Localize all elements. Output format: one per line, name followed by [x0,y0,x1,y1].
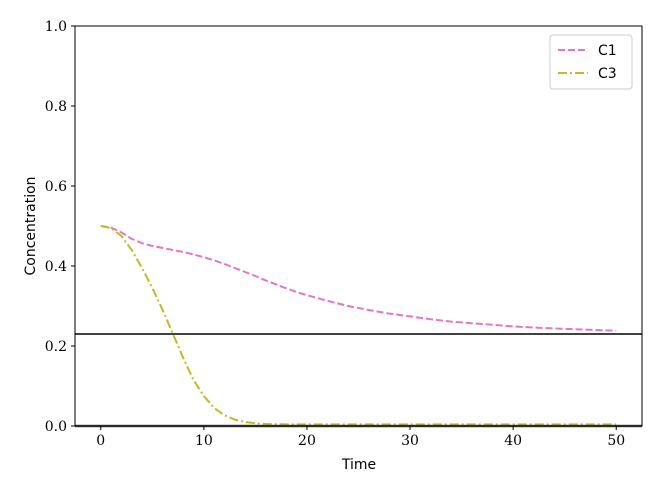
legend-label-c3: C3 [598,66,617,82]
y-tick-label: 0.8 [45,99,67,115]
axes-border [74,25,643,427]
y-tick-label: 1.0 [45,19,67,35]
axes-frame [74,25,643,427]
reference-lines [75,333,642,428]
y-tick-label: 0.0 [45,419,67,435]
y-axis-label: Concentration [23,176,39,275]
x-tick-label: 0 [96,433,105,449]
x-tick-label: 20 [298,433,316,449]
x-tick-label: 10 [195,433,213,449]
series-layer [100,225,617,426]
series-line-c3 [100,225,617,426]
x-axis-label: Time [341,457,376,473]
y-tick-label: 0.2 [45,339,67,355]
x-tick-label: 30 [401,433,419,449]
x-tick-label: 40 [504,433,522,449]
legend-box [549,34,633,90]
y-axis: 0.0 0.2 0.4 0.6 0.8 1.0 [45,19,75,435]
x-tick-label: 50 [607,433,625,449]
series-line-c1 [100,225,617,332]
legend-label-c1: C1 [598,43,617,59]
x-axis: 0 10 20 30 40 50 [96,426,625,449]
y-tick-label: 0.4 [45,259,67,275]
y-tick-label: 0.6 [45,179,67,195]
